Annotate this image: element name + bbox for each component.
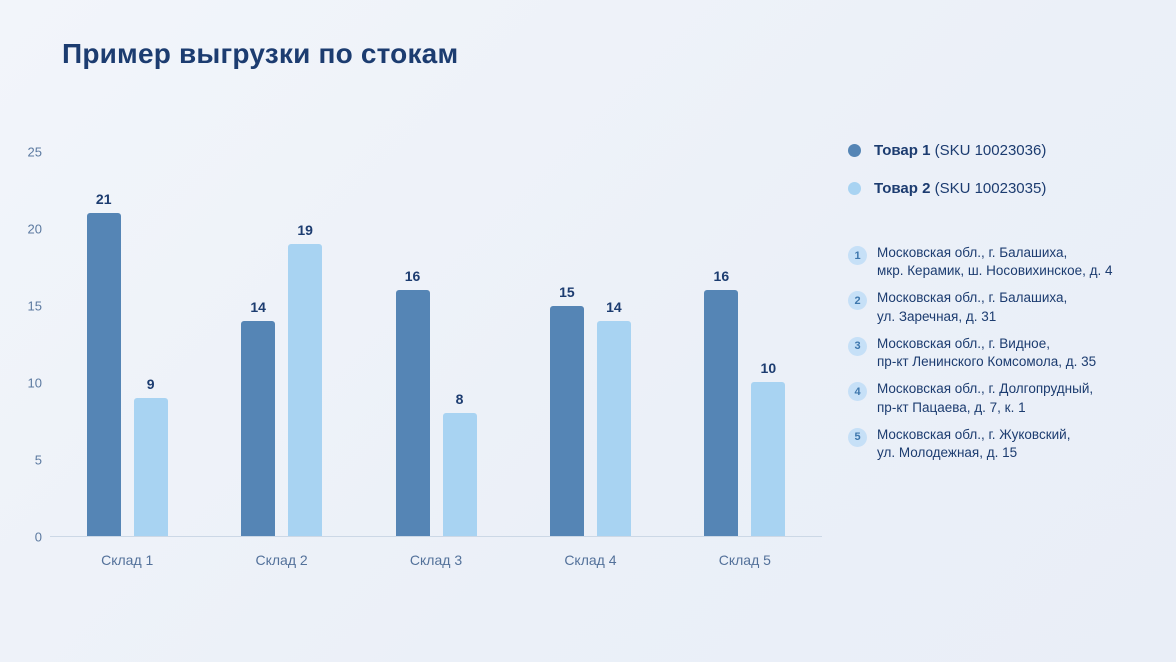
legend-item: Товар 1 (SKU 10023036) <box>848 142 1046 159</box>
address-item: 1 Московская обл., г. Балашиха, мкр. Керам… <box>848 244 1168 280</box>
address-text: Московская обл., г. Жуковский, ул. Молоде… <box>877 426 1070 462</box>
bar-group: 16 8 <box>359 152 513 536</box>
legend-label: Товар 2 (SKU 10023035) <box>874 180 1046 197</box>
address-item: 3 Московская обл., г. Видное, пр-кт Ленинс… <box>848 335 1168 371</box>
address-line: ул. Молодежная, д. 15 <box>877 444 1018 460</box>
address-number-badge: 4 <box>848 382 867 402</box>
x-axis-labels: Склад 1 Склад 2 Склад 3 Склад 4 Склад 5 <box>50 552 822 568</box>
bar-series-1: 15 <box>549 284 584 536</box>
legend-dot-icon <box>848 182 861 195</box>
address-line: Московская обл., г. Долгопрудный, <box>877 381 1094 397</box>
bar-value-label: 8 <box>455 391 464 408</box>
legend-item: Товар 2 (SKU 10023035) <box>848 180 1046 197</box>
x-tick-label: Склад 1 <box>101 552 154 568</box>
bar-value-label: 14 <box>606 298 622 315</box>
address-number-badge: 3 <box>848 336 867 356</box>
bar-series-1: 14 <box>241 299 276 536</box>
y-tick-label: 15 <box>27 298 42 314</box>
legend-series-name: Товар 2 <box>874 180 931 197</box>
address-line: мкр. Керамик, ш. Носовихинское, д. 4 <box>877 263 1113 279</box>
address-list: 1 Московская обл., г. Балашиха, мкр. Керам… <box>848 244 1168 471</box>
legend-series-sku: (SKU 10023036) <box>930 142 1047 159</box>
address-item: 2 Московская обл., г. Балашиха, ул. Заречн… <box>848 289 1168 325</box>
bar-series-1: 16 <box>704 268 739 536</box>
bar-value-label: 16 <box>713 268 730 285</box>
bar-series-1: 16 <box>395 268 430 536</box>
address-text: Московская обл., г. Долгопрудный, пр-кт П… <box>877 380 1093 416</box>
address-number-badge: 1 <box>848 246 867 265</box>
address-text: Московская обл., г. Видное, пр-кт Ленинск… <box>877 335 1096 371</box>
x-tick-label: Склад 4 <box>564 552 617 568</box>
bar-group: 14 19 <box>204 152 358 536</box>
address-text: Московская обл., г. Балашиха, мкр. Керами… <box>877 244 1113 280</box>
bar-series-2: 8 <box>442 391 477 536</box>
y-tick-label: 0 <box>34 529 42 545</box>
legend-series-sku: (SKU 10023035) <box>930 180 1047 197</box>
x-tick-label: Склад 2 <box>255 552 308 568</box>
y-tick-label: 5 <box>34 452 42 468</box>
bar-group: 16 10 <box>668 152 822 536</box>
address-line: пр-кт Пацаева, д. 7, к. 1 <box>877 399 1026 415</box>
bar-value-label: 14 <box>250 298 266 315</box>
bar-value-label: 16 <box>404 268 421 285</box>
address-text: Московская обл., г. Балашиха, ул. Заречна… <box>877 289 1067 325</box>
y-tick-label: 20 <box>27 221 42 237</box>
legend-series-name: Товар 1 <box>874 142 931 159</box>
bar-value-label: 9 <box>146 375 155 392</box>
y-tick-label: 25 <box>27 144 42 160</box>
bar-value-label: 10 <box>760 360 777 377</box>
bar-group: 15 14 <box>513 152 667 536</box>
address-item: 4 Московская обл., г. Долгопрудный, пр-кт … <box>848 380 1168 416</box>
chart-legend: Товар 1 (SKU 10023036) Товар 2 (SKU 10023… <box>848 142 1046 218</box>
address-item: 5 Московская обл., г. Жуковский, ул. Молод… <box>848 426 1168 462</box>
address-line: ул. Заречная, д. 31 <box>877 308 997 324</box>
bar-series-2: 14 <box>596 299 631 536</box>
bar-series-2: 9 <box>133 376 168 536</box>
bar-series-1: 21 <box>86 191 121 536</box>
x-tick-label: Склад 5 <box>718 552 771 568</box>
page-title: Пример выгрузки по стокам <box>62 38 459 69</box>
address-number-badge: 5 <box>848 427 867 447</box>
y-tick-label: 10 <box>27 375 42 391</box>
legend-label: Товар 1 (SKU 10023036) <box>874 142 1046 159</box>
bar-series-2: 19 <box>288 222 323 536</box>
bar-value-label: 19 <box>297 222 313 239</box>
x-tick-label: Склад 3 <box>409 552 463 568</box>
legend-dot-icon <box>848 144 861 157</box>
address-line: Московская обл., г. Видное, <box>877 335 1050 351</box>
address-line: Московская обл., г. Балашиха, <box>877 290 1068 306</box>
address-line: Московская обл., г. Жуковский, <box>877 426 1071 442</box>
bar-value-label: 15 <box>559 283 575 300</box>
address-number-badge: 2 <box>848 291 867 311</box>
y-axis: 0 5 10 15 20 25 <box>8 145 42 545</box>
bar-value-label: 21 <box>95 191 112 208</box>
bar-series-2: 10 <box>751 360 786 536</box>
bar-group: 21 9 <box>50 152 204 536</box>
address-line: Московская обл., г. Балашиха, <box>877 245 1068 260</box>
address-line: пр-кт Ленинского Комсомола, д. 35 <box>877 354 1097 370</box>
bar-chart-plot-area: 21 9 14 19 16 8 15 14 16 10 <box>50 152 822 537</box>
